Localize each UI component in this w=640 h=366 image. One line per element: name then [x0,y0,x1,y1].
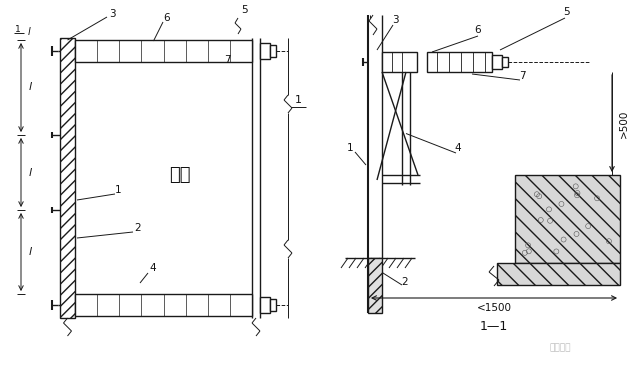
Text: 2: 2 [134,223,141,233]
Text: 5: 5 [241,5,247,15]
Text: 3: 3 [109,9,115,19]
Text: 1: 1 [347,143,353,153]
Bar [427,52,492,72]
Bar [270,299,276,311]
Text: l: l [28,27,30,37]
Bar [502,57,508,67]
Bar [260,43,270,59]
Text: 4: 4 [150,263,156,273]
Bar [382,52,417,72]
Text: 豆丁施工: 豆丁施工 [549,344,571,352]
Bar [75,40,252,62]
Bar [270,45,276,57]
Bar [260,297,270,313]
Text: 6: 6 [475,25,481,35]
Text: 结构: 结构 [169,166,191,184]
Text: l: l [28,247,31,257]
Bar [497,263,620,285]
Text: 1: 1 [115,185,122,195]
Text: 4: 4 [454,143,461,153]
Text: 7: 7 [224,55,230,65]
Text: 6: 6 [164,13,170,23]
Bar [515,175,620,263]
Bar [492,55,502,69]
Text: 1: 1 [15,26,21,34]
Text: <1500: <1500 [477,303,511,313]
Text: l: l [28,168,31,178]
Bar [75,294,252,316]
Text: >500: >500 [619,109,629,138]
Text: 2: 2 [402,277,408,287]
Text: 1: 1 [294,95,301,105]
Bar [60,38,75,318]
Text: 1—1: 1—1 [480,320,508,332]
Bar [368,258,382,313]
Text: l: l [28,82,31,93]
Text: 3: 3 [392,15,398,25]
Text: 5: 5 [564,7,570,17]
Text: 7: 7 [518,71,525,81]
